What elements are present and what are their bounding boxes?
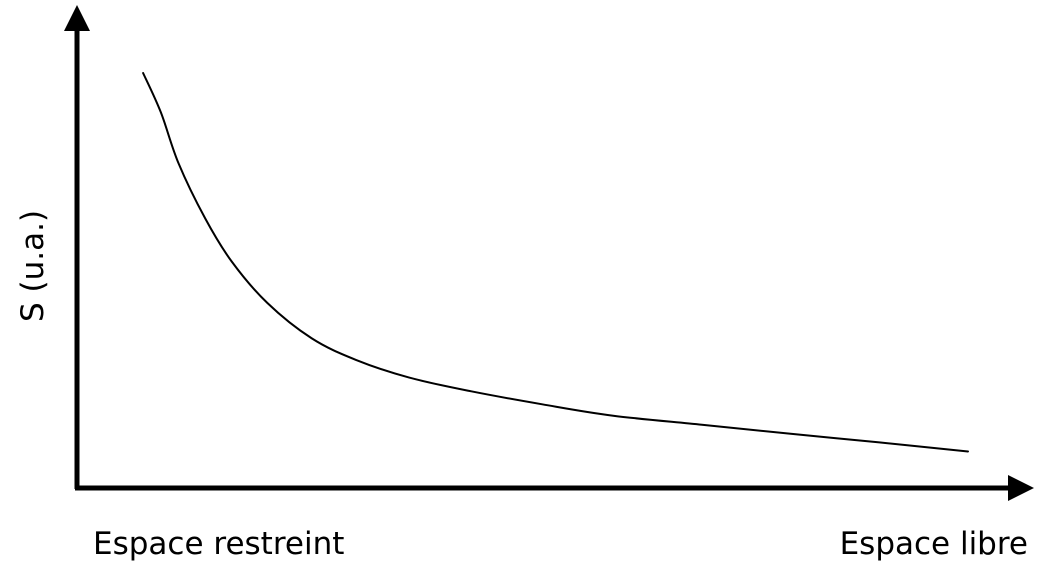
data-point	[311, 337, 313, 339]
x-axis-end-label: Espace libre	[840, 526, 1028, 561]
data-point	[701, 424, 703, 426]
data-point	[178, 162, 180, 164]
y-axis-label: S (u.a.)	[15, 210, 51, 322]
data-point	[541, 403, 543, 405]
data-point	[967, 450, 969, 452]
data-point	[408, 377, 410, 379]
y-axis-arrow-icon	[64, 5, 90, 31]
x-axis-start-label: Espace restreint	[93, 526, 344, 561]
data-point	[470, 390, 472, 392]
data-point	[231, 261, 233, 263]
data-series-line	[142, 72, 969, 453]
data-point	[878, 441, 880, 443]
data-point	[612, 415, 614, 417]
data-point	[266, 302, 268, 304]
data-point	[160, 111, 162, 113]
data-point	[142, 72, 144, 74]
data-point	[204, 217, 206, 219]
data-point	[790, 433, 792, 435]
data-points	[142, 72, 969, 452]
x-axis-arrow-icon	[1008, 475, 1034, 501]
data-point	[355, 359, 357, 361]
